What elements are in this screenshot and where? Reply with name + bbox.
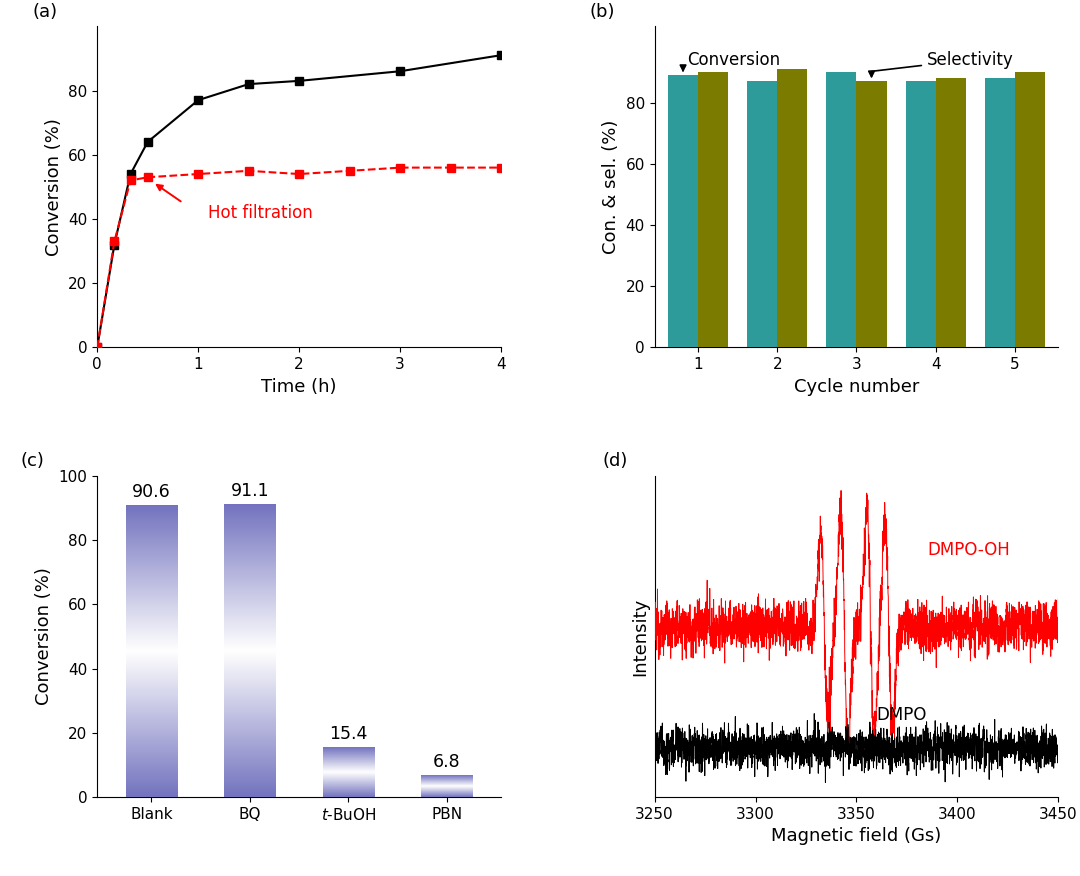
Text: 91.1: 91.1 [230,482,269,499]
Text: (a): (a) [32,3,57,21]
X-axis label: Cycle number: Cycle number [794,378,919,396]
Text: DMPO: DMPO [877,706,927,724]
Text: Hot filtration: Hot filtration [208,203,313,222]
Text: 90.6: 90.6 [132,484,171,501]
Text: Selectivity: Selectivity [868,51,1014,77]
Bar [935,78,966,348]
Bar [778,69,808,348]
X-axis label: Magnetic field (Gs): Magnetic field (Gs) [771,828,942,845]
Text: DMPO-OH: DMPO-OH [927,540,1010,559]
Bar [747,81,778,348]
Text: (d): (d) [602,452,627,470]
Bar [826,72,856,348]
Y-axis label: Conversion (%): Conversion (%) [35,568,53,705]
X-axis label: Time (h): Time (h) [261,378,337,396]
Bar [905,81,935,348]
Bar [698,72,728,348]
Bar [669,75,698,348]
Text: Conversion: Conversion [680,51,780,71]
Bar [856,81,887,348]
Y-axis label: Intensity: Intensity [631,597,649,675]
Text: (b): (b) [590,3,616,21]
Y-axis label: Con. & sel. (%): Con. & sel. (%) [602,120,620,254]
Text: 15.4: 15.4 [329,724,367,743]
Text: 6.8: 6.8 [433,752,461,771]
Bar [985,78,1015,348]
Text: (c): (c) [21,452,44,470]
Y-axis label: Conversion (%): Conversion (%) [44,118,63,256]
Bar [1015,72,1045,348]
